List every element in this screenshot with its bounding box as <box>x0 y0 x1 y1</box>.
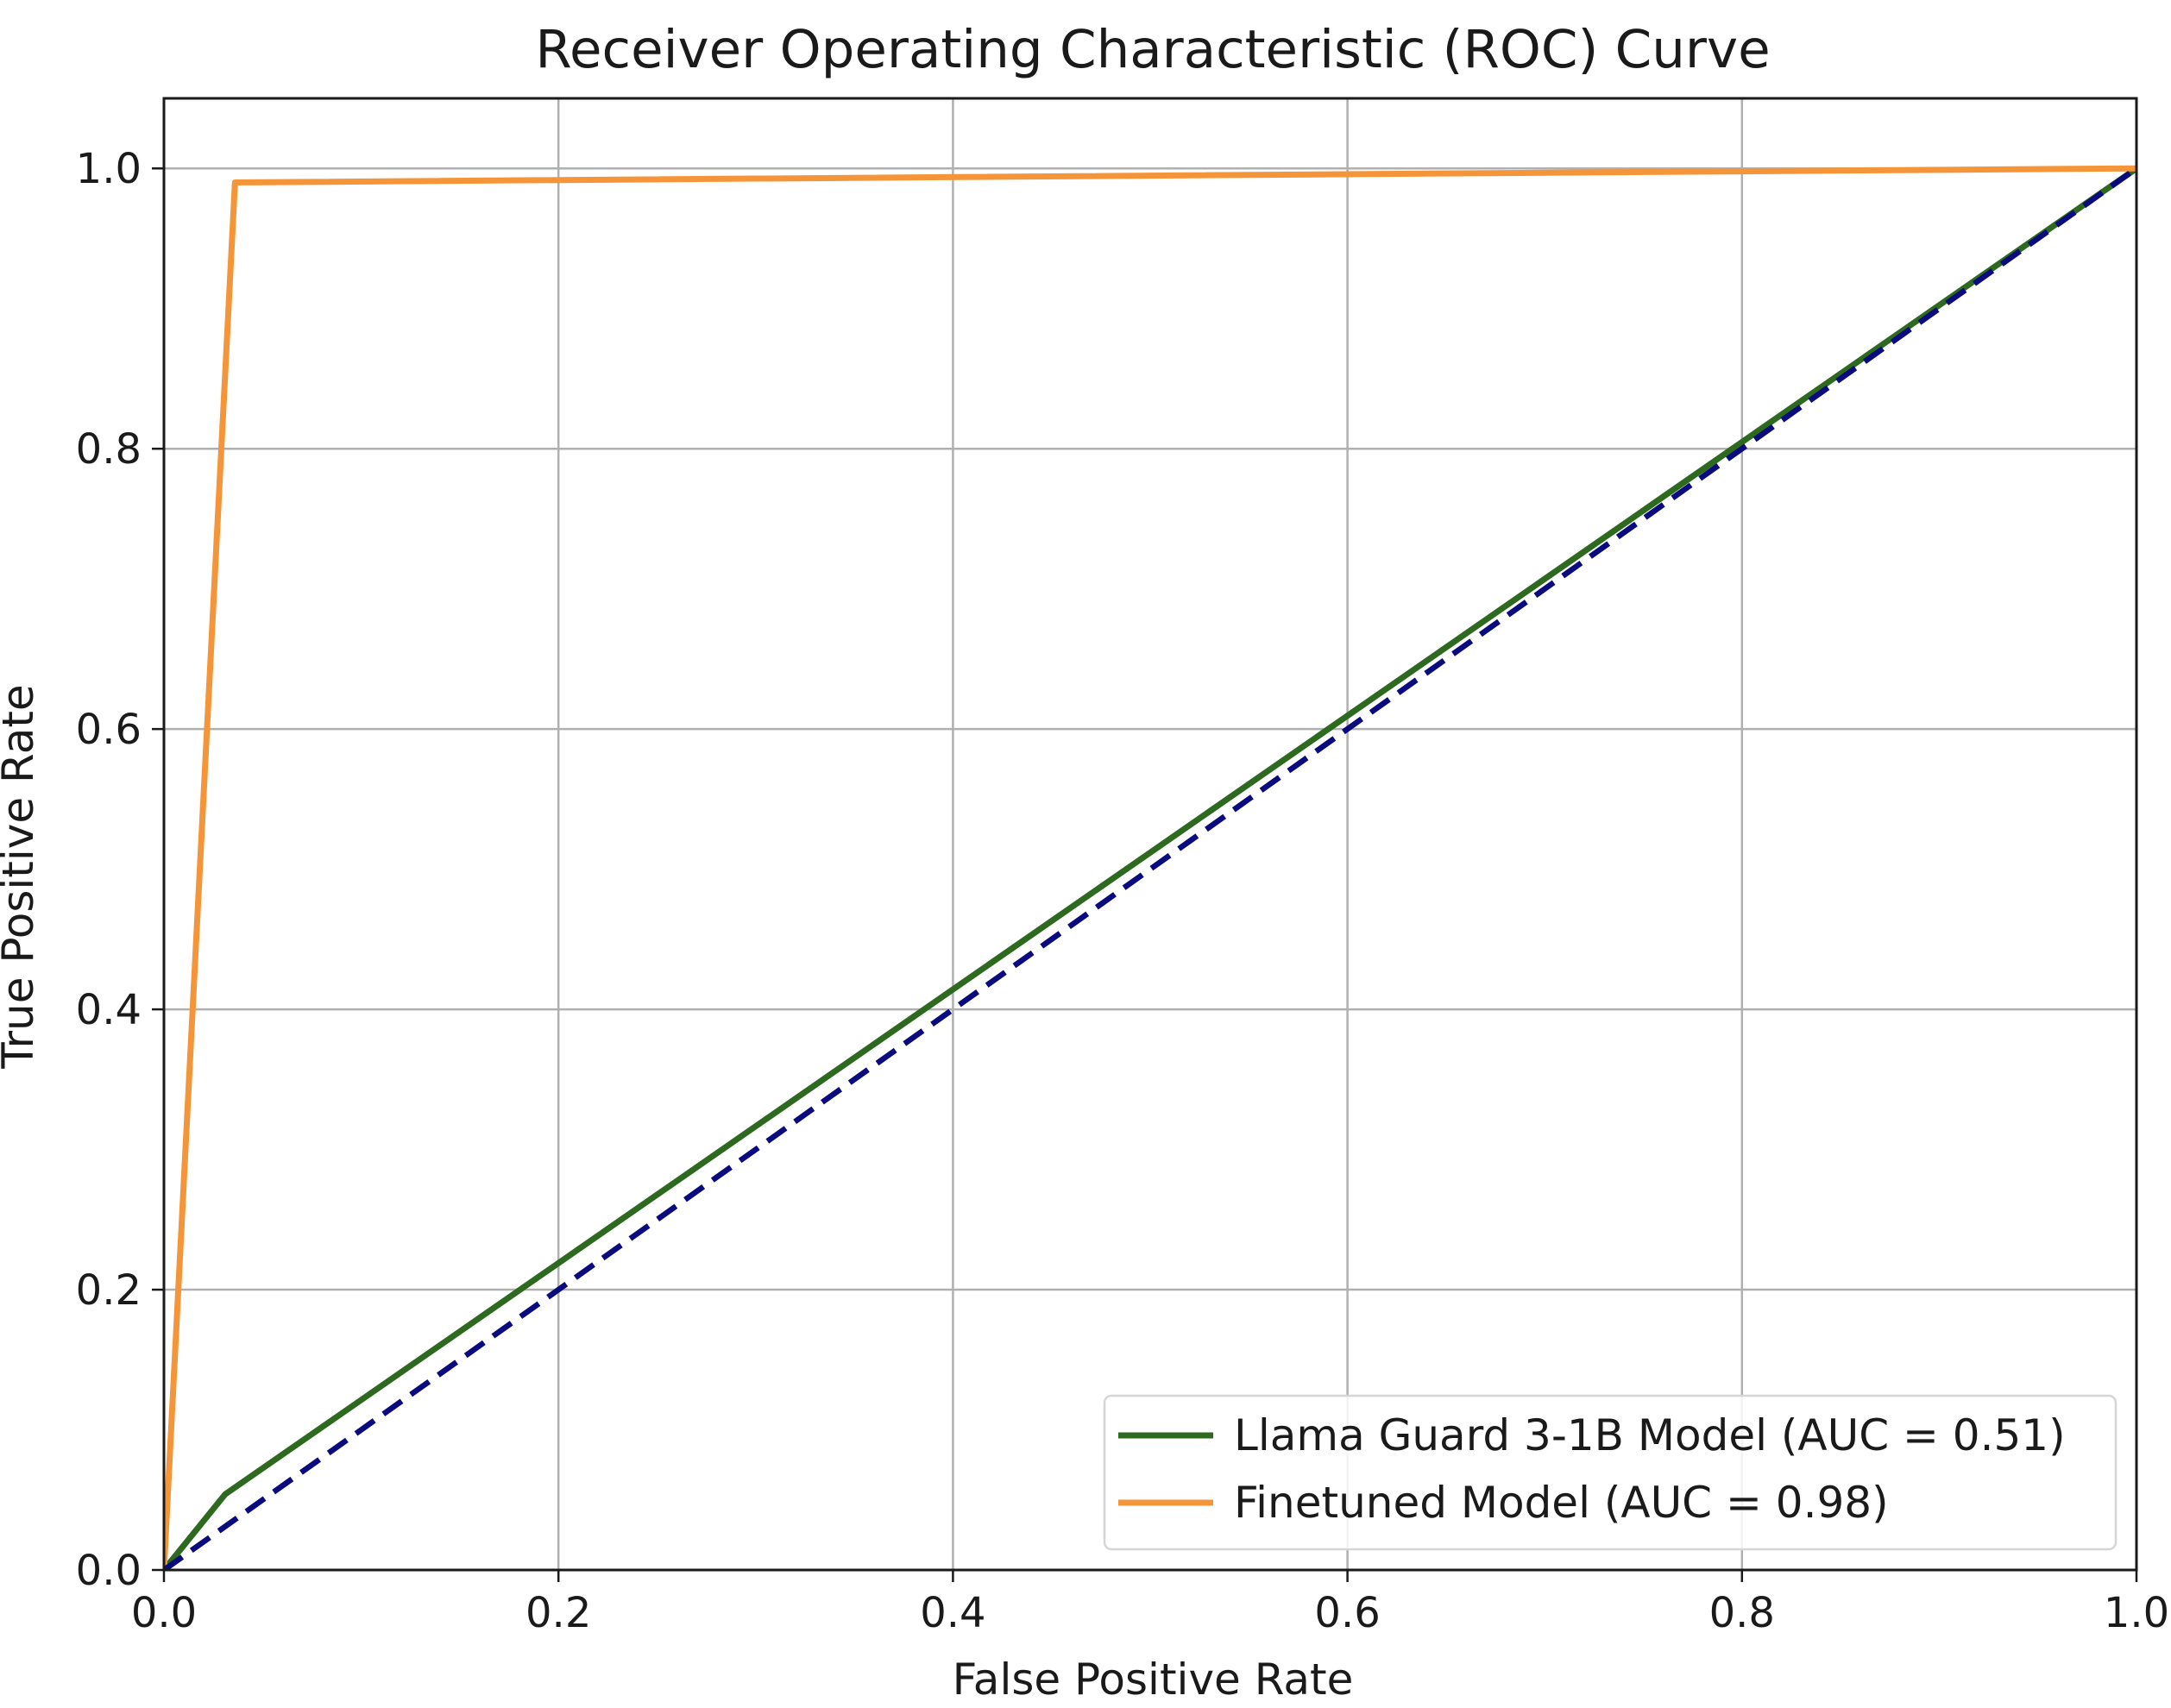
legend-label: Llama Guard 3-1B Model (AUC = 0.51) <box>1234 1410 2066 1460</box>
legend-box <box>1103 1394 2118 1551</box>
x-axis-label: False Positive Rate <box>953 1655 1354 1705</box>
y-tick-label: 0.8 <box>76 425 142 474</box>
plot-frame <box>162 97 2138 1572</box>
series-line-finetuned <box>164 165 2136 1570</box>
grid <box>162 98 2138 1572</box>
x-tick-label: 0.6 <box>1314 1589 1380 1637</box>
y-tick-label: 0.4 <box>76 986 142 1034</box>
y-axis-label: True Positive Rate <box>0 684 43 1069</box>
chart-title: Receiver Operating Characteristic (ROC) … <box>535 19 1770 80</box>
x-tick-label: 0.0 <box>131 1589 197 1637</box>
x-tick-label: 0.4 <box>920 1589 985 1637</box>
y-tick-label: 0.2 <box>76 1266 142 1315</box>
ticks: 0.0 0.2 0.4 0.6 0.8 1.0 0.0 0.2 0.4 0.6 0.8 1.0 <box>76 145 2170 1637</box>
y-tick-label: 1.0 <box>76 145 142 193</box>
series-layer <box>164 165 2136 1570</box>
x-tick-label: 0.2 <box>525 1589 591 1637</box>
y-tick-label: 0.6 <box>76 706 142 754</box>
x-tick-label: 0.8 <box>1709 1589 1775 1637</box>
legend: Llama Guard 3-1B Model (AUC = 0.51) Finet… <box>1103 1394 2118 1551</box>
y-tick-label: 0.0 <box>76 1547 142 1595</box>
legend-label: Finetuned Model (AUC = 0.98) <box>1234 1478 1889 1528</box>
x-tick-label: 1.0 <box>2104 1589 2169 1637</box>
series-line-llama-guard <box>164 166 2136 1570</box>
